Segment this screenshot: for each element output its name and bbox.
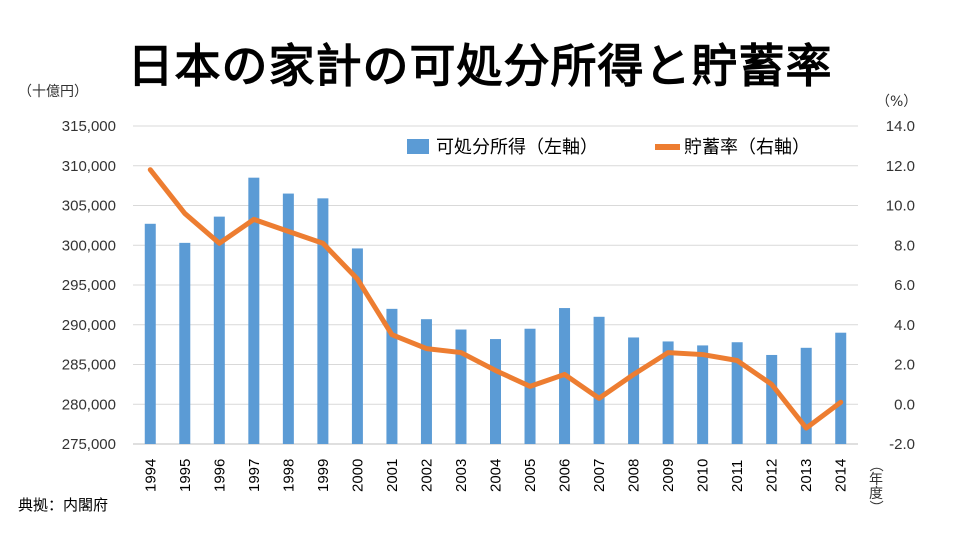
legend-label-bars: 可処分所得（左軸） (436, 137, 598, 158)
x-axis-ticks: 1994 1995 1996 1997 1998 1999 2000 2001 2002 2003… (142, 459, 849, 492)
right-tick-label: 0.0 (894, 396, 915, 413)
right-tick-label: 6.0 (894, 277, 915, 294)
bar (213, 216, 225, 444)
bar (386, 308, 398, 444)
bar (628, 337, 640, 444)
legend: 可処分所得（左軸） 貯蓄率（右軸） (407, 137, 810, 158)
left-tick-label: 310,000 (62, 158, 116, 175)
left-tick-label: 300,000 (62, 237, 116, 254)
x-tick-label: 2008 (626, 459, 643, 492)
bar (248, 177, 260, 445)
left-tick-label: 275,000 (62, 436, 116, 453)
bar (282, 193, 294, 444)
left-tick-label: 290,000 (62, 317, 116, 334)
right-tick-label: 4.0 (894, 317, 915, 334)
left-axis-ticks: 275,000 280,000 285,000 290,000 295,000 300,0… (62, 118, 116, 453)
x-tick-label: 2000 (349, 459, 366, 492)
x-tick-label: 1994 (142, 459, 159, 492)
x-unit-char: ） (867, 500, 883, 514)
left-tick-label: 285,000 (62, 357, 116, 374)
x-unit-char: 年 (869, 472, 883, 488)
left-tick-label: 280,000 (62, 396, 116, 413)
left-tick-label: 295,000 (62, 277, 116, 294)
right-tick-label: -2.0 (889, 436, 915, 453)
x-tick-label: 1996 (211, 459, 228, 492)
right-tick-label: 2.0 (894, 357, 915, 374)
x-unit-char: 度 (869, 486, 883, 502)
right-axis-unit: （%） (876, 94, 917, 110)
x-tick-label: 2014 (833, 459, 850, 492)
x-tick-label: 2009 (660, 459, 677, 492)
bar (490, 339, 501, 444)
x-tick-label: 2004 (488, 459, 505, 492)
left-tick-label: 315,000 (62, 118, 116, 135)
chart-title: 日本の家計の可処分所得と貯蓄率 (127, 39, 833, 93)
bar (455, 329, 467, 444)
x-tick-label: 2013 (798, 459, 815, 492)
bar (144, 223, 156, 444)
right-tick-label: 10.0 (886, 198, 915, 215)
left-tick-label: 305,000 (62, 198, 116, 215)
bar (835, 332, 847, 444)
right-tick-label: 14.0 (886, 118, 915, 135)
legend-swatch-bars (407, 139, 429, 154)
bar (179, 242, 191, 444)
x-tick-label: 2010 (695, 459, 712, 492)
x-tick-label: 2001 (384, 459, 401, 492)
bar-series (144, 177, 847, 445)
right-tick-label: 8.0 (894, 237, 915, 254)
right-tick-label: 12.0 (886, 158, 915, 175)
x-tick-label: 2006 (557, 459, 574, 492)
bar (731, 342, 743, 444)
bar (766, 354, 778, 444)
bar (800, 347, 812, 444)
x-tick-label: 1997 (246, 459, 263, 492)
bar (420, 319, 432, 444)
bar (697, 345, 709, 444)
right-axis-ticks: -2.0 0.0 2.0 4.0 6.0 8.0 10.0 12.0 14.0 (886, 118, 915, 453)
x-tick-label: 2005 (522, 459, 539, 492)
x-tick-label: 2012 (764, 459, 781, 492)
x-tick-label: 2011 (729, 460, 746, 492)
legend-label-line: 貯蓄率（右軸） (684, 137, 810, 158)
x-tick-label: 1998 (280, 459, 297, 492)
x-tick-label: 2007 (591, 459, 608, 492)
x-tick-label: 1995 (177, 459, 194, 492)
x-tick-label: 2002 (418, 459, 435, 492)
left-axis-unit: （十億円） (18, 84, 88, 100)
bar (317, 198, 329, 444)
x-axis-unit: （年度） (867, 458, 883, 514)
bar (662, 341, 674, 444)
bar (351, 248, 363, 444)
x-tick-label: 2003 (453, 459, 470, 492)
line-series (147, 167, 844, 431)
x-tick-label: 1999 (315, 459, 332, 492)
source-note: 典拠：内閣府 (18, 496, 109, 514)
x-unit-char: （ (867, 458, 883, 472)
bar (593, 316, 605, 444)
